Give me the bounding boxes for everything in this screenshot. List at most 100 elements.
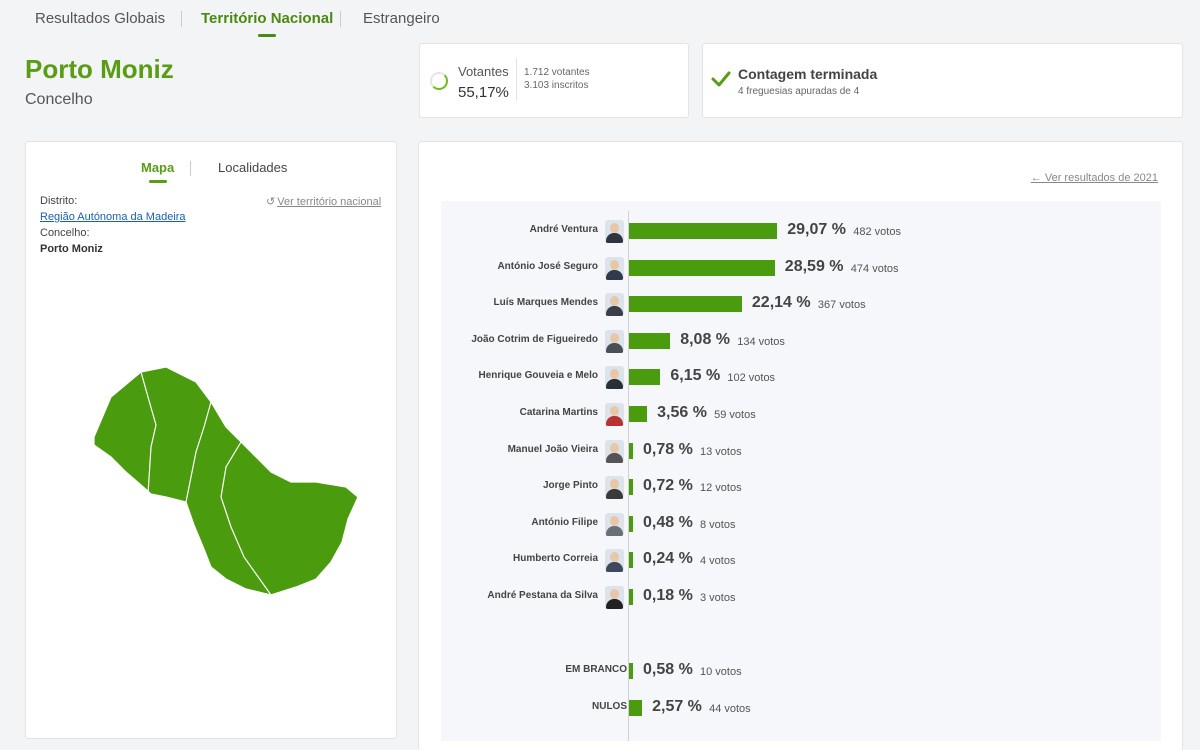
result-votes: 44 votos [709, 703, 751, 715]
nav-divider [340, 11, 341, 27]
candidate-name: Jorge Pinto [542, 480, 598, 492]
result-votes: 134 votos [737, 335, 785, 348]
tab-localidades[interactable]: Localidades [218, 160, 288, 175]
avatar-body [606, 452, 623, 463]
active-tab-indicator [148, 180, 167, 183]
national-territory-label: Ver território nacional [277, 196, 382, 208]
parish-border [140, 371, 157, 495]
national-territory-link[interactable]: ↺ Ver território nacional [266, 195, 381, 208]
tab-label: Mapa [141, 160, 175, 175]
result-row[interactable]: EM BRANCO 0,58 % 10 votos [441, 656, 1161, 686]
result-votes: 102 votos [727, 372, 776, 385]
chart-axis [628, 211, 629, 741]
candidate-avatar [605, 476, 624, 500]
card-divider [516, 58, 517, 100]
result-votes: 59 votos [714, 409, 756, 421]
candidate-avatar [605, 586, 624, 609]
result-percent: 0,78 % [643, 440, 693, 458]
candidate-name: António Filipe [531, 516, 598, 528]
candidate-avatar [605, 256, 624, 280]
avatar-head [610, 369, 619, 380]
turnout-percent: 55,17% [458, 84, 509, 101]
avatar-body [606, 306, 623, 317]
result-bar [629, 589, 633, 605]
result-row[interactable]: António José Seguro 28,59 % 474 votos [441, 253, 1161, 283]
active-tab-indicator [258, 34, 277, 37]
previous-results-label: Ver resultados de 2021 [1044, 172, 1158, 184]
result-bar [629, 700, 643, 716]
result-percent: 0,72 % [643, 477, 693, 495]
avatar-body [606, 525, 623, 536]
candidate-name: João Cotrim de Figueiredo [471, 333, 598, 345]
voters-count: 1.712 votantes [524, 67, 590, 78]
result-bar [629, 296, 742, 313]
candidate-name: EM BRANCO [565, 664, 627, 675]
result-row[interactable]: António Filipe 0,48 % 8 votos [441, 509, 1161, 539]
result-row[interactable]: André Ventura 29,07 % 482 votos [441, 216, 1161, 246]
result-row[interactable]: Luís Marques Mendes 22,14 % 367 votos [441, 289, 1161, 319]
result-percent: 29,07 % [787, 221, 846, 238]
result-percent: 22,14 % [751, 294, 811, 312]
tab-estrangeiro[interactable]: Estrangeiro [363, 10, 440, 27]
avatar-body [606, 489, 623, 500]
nav-divider [181, 11, 182, 27]
district-label: Distrito: [40, 195, 78, 207]
result-percent: 8,08 % [680, 330, 731, 348]
result-votes: 8 votos [700, 518, 736, 531]
tab-resultados-globais[interactable]: Resultados Globais [35, 10, 166, 27]
result-row[interactable]: Manuel João Vieira 0,78 % 13 votos [441, 436, 1161, 466]
count-status-card: Contagem terminada 4 freguesias apuradas… [702, 43, 1183, 118]
tab-territorio-nacional[interactable]: Território Nacional [201, 10, 334, 37]
result-row[interactable]: Jorge Pinto 0,72 % 12 votos [441, 472, 1161, 502]
avatar-head [610, 589, 619, 599]
result-bar [629, 552, 633, 569]
avatar-body [606, 342, 623, 353]
tab-label: Território Nacional [201, 10, 334, 27]
candidate-name: Manuel João Vieira [507, 443, 598, 455]
candidate-avatar [605, 293, 624, 317]
district-link[interactable]: Região Autónoma da Madeira [40, 211, 186, 223]
avatar-body [606, 416, 623, 426]
result-row[interactable]: Henrique Gouveia e Melo 6,15 % 102 votos [441, 362, 1161, 392]
candidate-avatar [605, 512, 624, 536]
avatar-body [606, 562, 623, 573]
result-bar [629, 332, 671, 349]
result-votes: 367 votos [817, 299, 866, 312]
avatar-head [610, 552, 619, 563]
result-percent: 0,58 % [643, 661, 693, 678]
municipality-value: Porto Moniz [40, 243, 103, 255]
result-votes: 3 votos [700, 592, 736, 604]
result-row[interactable]: NULOS 2,57 % 44 votos [441, 693, 1161, 723]
results-chart: André Ventura 29,07 % 482 votos António Jos… [441, 201, 1161, 741]
avatar-head [610, 332, 619, 343]
candidate-avatar [605, 329, 624, 353]
result-percent: 0,18 % [643, 587, 693, 604]
candidate-name: António José Seguro [497, 260, 598, 272]
avatar-head [610, 515, 619, 526]
result-percent: 3,56 % [657, 404, 707, 421]
result-votes: 4 votos [700, 555, 736, 568]
result-bar [629, 223, 778, 239]
candidate-name: NULOS [592, 701, 627, 712]
tab-mapa[interactable]: Mapa [141, 160, 175, 183]
parish-border [220, 441, 272, 596]
page-subtitle: Concelho [25, 91, 93, 108]
result-row[interactable]: João Cotrim de Figueiredo 8,08 % 134 votos [441, 326, 1161, 356]
result-bar [629, 369, 661, 386]
municipality-label: Concelho: [40, 227, 90, 239]
result-row[interactable]: Catarina Martins 3,56 % 59 votos [441, 399, 1161, 429]
avatar-head [610, 223, 619, 233]
turnout-card: Votantes 55,17% 1.712 votantes 3.103 ins… [419, 43, 689, 118]
candidate-name: Catarina Martins [519, 407, 598, 418]
map-region[interactable] [93, 366, 359, 596]
previous-results-link[interactable]: ← Ver resultados de 2021 [1031, 172, 1158, 184]
result-votes: 10 votos [700, 666, 742, 678]
candidate-avatar [605, 366, 624, 390]
result-bar [629, 663, 633, 679]
turnout-label: Votantes [458, 64, 509, 79]
result-row[interactable]: André Pestana da Silva 0,18 % 3 votos [441, 582, 1161, 612]
top-nav: Resultados Globais Território Nacional E… [0, 0, 1200, 44]
result-row[interactable]: Humberto Correia 0,24 % 4 votos [441, 545, 1161, 575]
result-percent: 6,15 % [670, 367, 721, 385]
result-bar [629, 479, 633, 496]
